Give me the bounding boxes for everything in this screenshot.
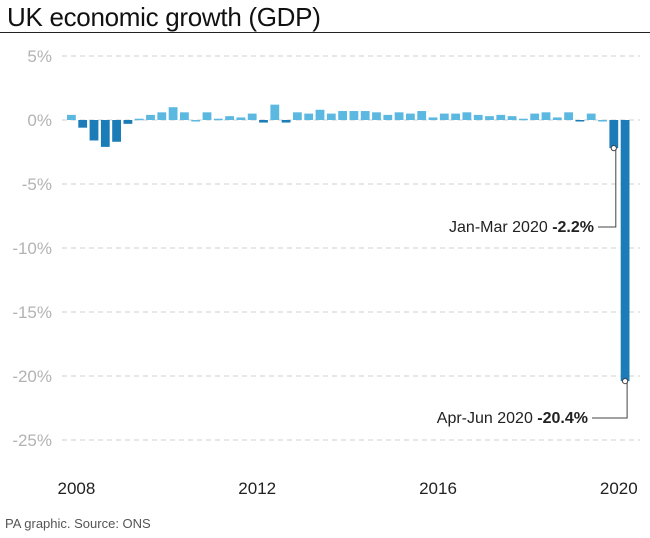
bar-2019-q2	[575, 120, 585, 122]
bar-2019-q3	[586, 113, 596, 120]
bar-2014-q1	[338, 111, 347, 120]
bar-2017-q4	[507, 116, 517, 120]
annotation-label: Apr-Jun 2020 -20.4%	[437, 410, 588, 427]
x-tick-label: 2016	[419, 479, 457, 498]
bar-2008-q2	[78, 120, 88, 128]
y-axis-ticks: 5% 0% -5% -10% -15% -20% -25%	[12, 47, 52, 450]
bar-2011-q2	[213, 118, 223, 121]
annotations: Jan-Mar 2020 -2.2% Apr-Jun 2020 -20.4%	[437, 145, 629, 427]
bar-2013-q3	[315, 109, 325, 120]
bar-2009-q4	[146, 114, 155, 120]
annotation-period: Apr-Jun 2020	[437, 410, 538, 427]
bar-2018-q1	[519, 118, 528, 121]
annotation-marker	[610, 145, 617, 152]
y-tick-label: 5%	[27, 47, 52, 66]
bar-2017-q3	[496, 114, 506, 120]
bar-2014-q4	[372, 112, 381, 120]
bar-2018-q3	[541, 112, 551, 120]
annotation-connector	[598, 148, 617, 228]
bar-2010-q1	[157, 112, 167, 120]
bar-2017-q2	[485, 116, 494, 120]
bar-2010-q4	[191, 120, 201, 122]
y-tick-label: 0%	[27, 111, 52, 130]
y-tick-label: -10%	[12, 239, 52, 258]
annotation-connector	[592, 381, 628, 419]
bar-2013-q1	[293, 112, 302, 120]
annotation-value: -20.4%	[537, 410, 588, 427]
bar-2016-q2	[439, 113, 449, 120]
bar-2016-q1	[428, 117, 438, 120]
bar-2009-q3	[134, 118, 144, 121]
bar-2010-q3	[180, 112, 189, 120]
bar-2020-q2	[620, 120, 630, 382]
bar-2009-q2	[123, 120, 133, 124]
bar-2012-q1	[247, 113, 257, 120]
bar-2012-q2	[259, 120, 268, 123]
annotation-period: Jan-Mar 2020	[449, 219, 552, 236]
y-tick-label: -5%	[22, 175, 52, 194]
bar-2011-q4	[236, 117, 246, 120]
y-tick-label: -15%	[12, 303, 52, 322]
bar-2015-q2	[394, 112, 404, 120]
bar-2013-q4	[326, 113, 336, 120]
annotation-label: Jan-Mar 2020 -2.2%	[449, 219, 594, 236]
x-tick-label: 2020	[600, 479, 638, 498]
title-divider	[0, 32, 650, 33]
bar-2009-q1	[112, 120, 121, 142]
bar-2010-q2	[168, 107, 178, 120]
bar-2011-q1	[202, 112, 212, 120]
bar-2015-q1	[383, 114, 393, 120]
bar-2015-q4	[417, 111, 427, 120]
bar-2011-q3	[225, 116, 234, 120]
bar-2016-q3	[451, 113, 460, 120]
bar-2019-q4	[598, 120, 607, 122]
annotation-value: -2.2%	[552, 219, 594, 236]
bar-2016-q4	[462, 112, 472, 120]
bars	[67, 104, 630, 382]
bar-2018-q4	[552, 117, 562, 120]
bar-2014-q3	[360, 111, 370, 120]
bar-2014-q2	[349, 111, 359, 120]
bar-2008-q4	[100, 120, 110, 147]
bar-2020-q1	[609, 120, 619, 149]
bar-2008-q1	[67, 114, 76, 120]
bar-2017-q1	[473, 114, 483, 120]
x-axis-ticks: 2008 2012 2016 2020	[57, 479, 637, 498]
x-tick-label: 2008	[57, 479, 95, 498]
bar-2013-q2	[304, 113, 314, 120]
bar-2008-q3	[89, 120, 99, 141]
bar-2019-q1	[564, 112, 573, 120]
bar-2018-q2	[530, 113, 540, 120]
bar-2012-q4	[281, 120, 291, 123]
y-tick-label: -25%	[12, 431, 52, 450]
y-tick-label: -20%	[12, 367, 52, 386]
source-note: PA graphic. Source: ONS	[5, 516, 151, 531]
chart-title: UK economic growth (GDP)	[7, 2, 321, 32]
bar-2015-q3	[406, 113, 415, 120]
annotation-marker	[622, 378, 629, 385]
bar-2012-q3	[270, 104, 280, 120]
x-tick-label: 2012	[238, 479, 276, 498]
